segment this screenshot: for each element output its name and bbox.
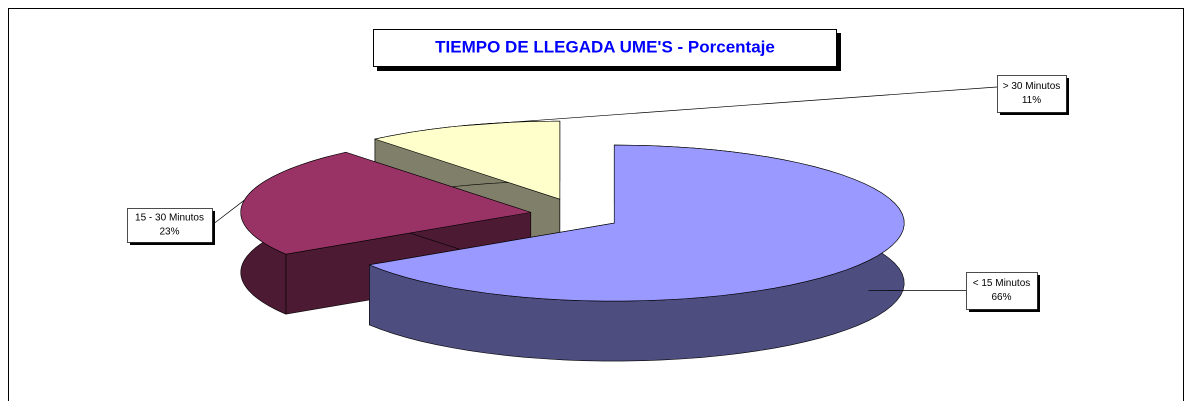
- label-value: 66%: [991, 292, 1011, 303]
- slice: [368, 144, 905, 362]
- label-box: [966, 272, 1038, 310]
- label-category: > 30 Minutos: [1003, 81, 1061, 92]
- chart-title: TIEMPO DE LLEGADA UME'S - Porcentaje: [435, 37, 775, 56]
- label-category: 15 - 30 Minutos: [135, 213, 204, 224]
- label-box: [127, 208, 213, 243]
- label-value: 23%: [159, 227, 179, 238]
- slice-top: [368, 144, 905, 302]
- leader-line: [461, 86, 998, 127]
- label-box: [997, 75, 1067, 113]
- leader-line: [211, 199, 245, 226]
- title-box: [373, 29, 837, 67]
- label-category: < 15 Minutos: [973, 278, 1031, 289]
- label-value: 11%: [1022, 95, 1041, 106]
